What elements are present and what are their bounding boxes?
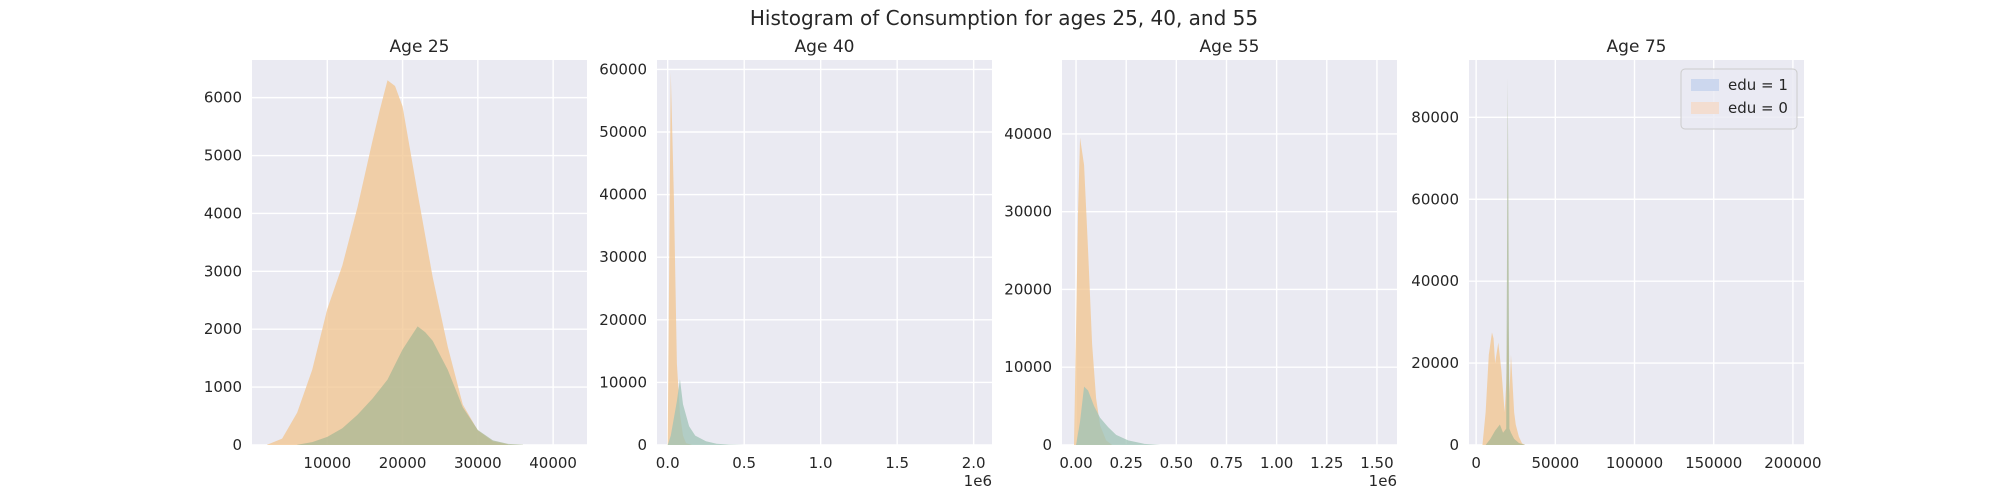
legend: edu = 1 edu = 0 [1680, 68, 1798, 130]
legend-label: edu = 1 [1728, 76, 1788, 94]
subplot-title: Age 75 [1607, 37, 1667, 57]
series-1-area [1482, 322, 1526, 445]
y-tick-label: 30000 [1004, 203, 1052, 221]
y-tick-label: 20000 [1004, 280, 1052, 298]
x-tick-label: 0.00 [1059, 454, 1092, 472]
y-tick-label: 10000 [1004, 358, 1052, 376]
x-tick-label: 0.5 [732, 454, 756, 472]
y-tick-label: 40000 [1004, 125, 1052, 143]
x-tick-label: 1.5 [885, 454, 909, 472]
x-tick-label: 0.0 [656, 454, 680, 472]
subplot-1: 10000 20000 30000 40000 0 1000 2000 3000 4000 500… [204, 37, 587, 472]
x-tick-label: 1.00 [1260, 454, 1293, 472]
series-1-area [667, 72, 693, 445]
y-tick-label: 20000 [1411, 354, 1459, 372]
y-tick-label: 50000 [599, 123, 647, 141]
subplot-panels: 10000 20000 30000 40000 0 1000 2000 3000 4000 500… [204, 37, 1822, 490]
plot-area [1062, 60, 1397, 445]
x-tick-label: 1.0 [809, 454, 833, 472]
series-2-area [667, 379, 745, 445]
y-tick-label: 6000 [204, 89, 242, 107]
x-tick-label: 1.25 [1310, 454, 1343, 472]
y-tick-label: 0 [232, 436, 242, 454]
y-tick-label: 0 [1042, 436, 1052, 454]
x-tick-label: 2.0 [962, 454, 986, 472]
x-tick-label: 20000 [379, 454, 427, 472]
x-tick-label: 200000 [1764, 454, 1821, 472]
series-1-area [1074, 137, 1113, 445]
x-tick-label: 0.50 [1160, 454, 1193, 472]
y-tick-label: 30000 [599, 248, 647, 266]
series-2-area [1076, 386, 1161, 445]
subplot-title: Age 55 [1200, 37, 1260, 57]
x-tick-label: 150000 [1685, 454, 1742, 472]
series-1-area [267, 80, 508, 445]
y-tick-label: 80000 [1411, 108, 1459, 126]
x-tick-label: 0.25 [1109, 454, 1142, 472]
y-tick-label: 5000 [204, 147, 242, 165]
y-tick-label: 20000 [599, 311, 647, 329]
subplot-title: Age 40 [795, 37, 855, 57]
x-offset-label: 1e6 [1369, 472, 1397, 490]
subplot-3: 0.00 0.25 0.50 0.75 1.00 1.25 1.50 0 10000 20000 3… [1004, 37, 1397, 490]
y-tick-label: 0 [637, 436, 647, 454]
x-tick-label: 100000 [1606, 454, 1663, 472]
y-tick-label: 60000 [1411, 190, 1459, 208]
y-tick-label: 4000 [204, 204, 242, 222]
x-tick-label: 50000 [1531, 454, 1579, 472]
x-tick-label: 1.50 [1360, 454, 1393, 472]
x-tick-label: 0 [1471, 454, 1481, 472]
series-2-area [297, 326, 524, 445]
legend-swatch [1691, 102, 1719, 114]
y-tick-label: 3000 [204, 262, 242, 280]
figure-suptitle: Histogram of Consumption for ages 25, 40… [750, 6, 1258, 30]
subplot-4: 0 50000 100000 150000 200000 0 20000 40000 60000… [1411, 37, 1821, 472]
y-tick-label: 60000 [599, 60, 647, 78]
y-tick-label: 10000 [599, 373, 647, 391]
subplot-2: 0.0 0.5 1.0 1.5 2.0 0 10000 20000 30000 40000 5000… [599, 37, 992, 490]
y-tick-label: 1000 [204, 378, 242, 396]
legend-label: edu = 0 [1728, 99, 1788, 117]
y-tick-label: 40000 [599, 186, 647, 204]
legend-swatch [1691, 79, 1719, 91]
subplot-title: Age 25 [390, 37, 450, 57]
x-offset-label: 1e6 [964, 472, 992, 490]
y-tick-label: 2000 [204, 320, 242, 338]
plot-area [657, 60, 992, 445]
y-tick-label: 40000 [1411, 272, 1459, 290]
y-tick-label: 0 [1449, 436, 1459, 454]
x-tick-label: 0.75 [1210, 454, 1243, 472]
x-tick-label: 30000 [454, 454, 502, 472]
x-tick-label: 40000 [529, 454, 577, 472]
x-tick-label: 10000 [303, 454, 351, 472]
